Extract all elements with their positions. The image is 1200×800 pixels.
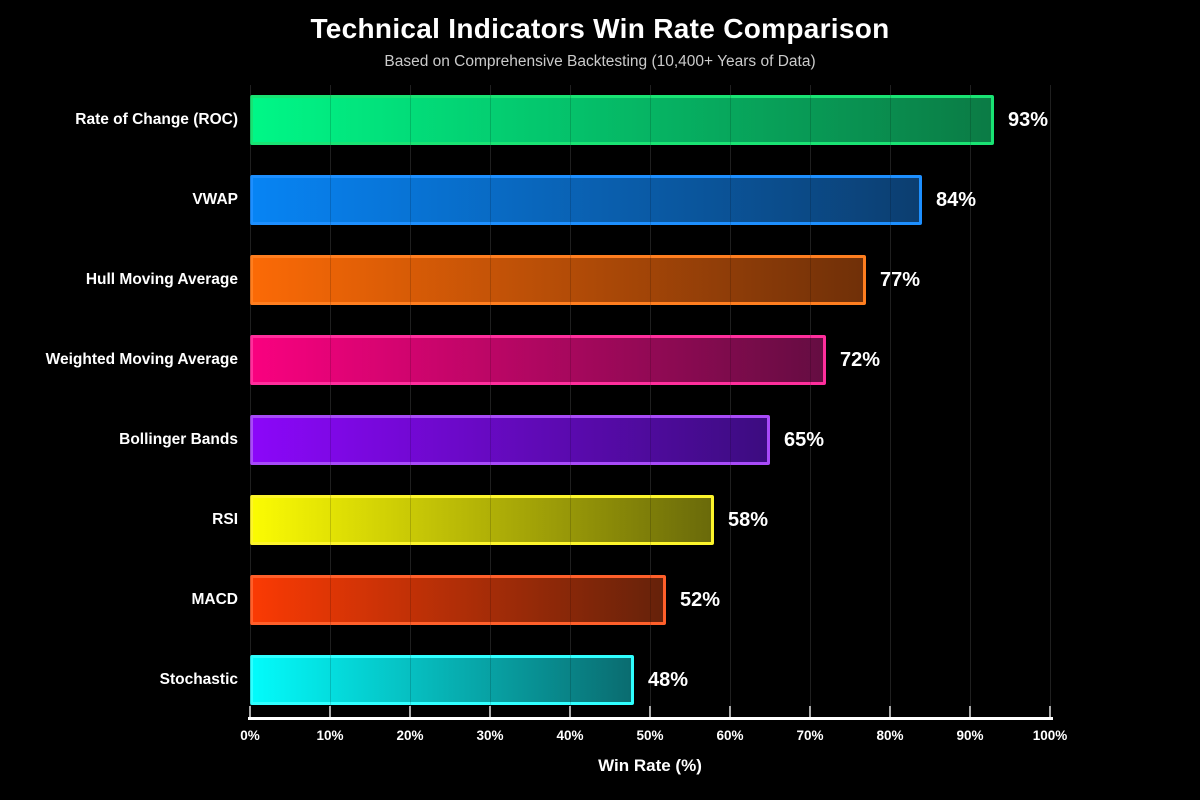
gridline-shade bbox=[330, 85, 331, 718]
gridline-shade bbox=[250, 85, 251, 718]
gridline-shade bbox=[730, 85, 731, 718]
gridline bbox=[730, 85, 731, 718]
category-label: Rate of Change (ROC) bbox=[75, 111, 238, 128]
value-label: 52% bbox=[680, 589, 721, 611]
x-tick-label: 60% bbox=[716, 728, 744, 743]
tick-mark bbox=[1049, 706, 1051, 718]
gridline-shade bbox=[650, 85, 651, 718]
gridline-shade bbox=[490, 85, 491, 718]
bar bbox=[250, 255, 866, 305]
bar bbox=[250, 335, 826, 385]
x-tick-label: 80% bbox=[876, 728, 904, 743]
bar bbox=[250, 655, 634, 705]
gridline-shade bbox=[570, 85, 571, 718]
x-tick-label: 100% bbox=[1032, 728, 1068, 743]
category-label: Hull Moving Average bbox=[85, 271, 238, 288]
chart-title: Technical Indicators Win Rate Comparison bbox=[310, 13, 890, 44]
bar bbox=[250, 575, 666, 625]
value-label: 77% bbox=[880, 269, 921, 291]
bar bbox=[250, 495, 714, 545]
gridline bbox=[490, 85, 491, 718]
gridline bbox=[410, 85, 411, 718]
gridline bbox=[250, 85, 251, 718]
bar bbox=[250, 415, 770, 465]
tick-mark bbox=[809, 706, 811, 718]
tick-mark bbox=[569, 706, 571, 718]
tick-mark bbox=[329, 706, 331, 718]
gridline bbox=[570, 85, 571, 718]
x-axis-line bbox=[248, 717, 1053, 720]
gridline-shade bbox=[1050, 85, 1051, 718]
x-tick-label: 70% bbox=[796, 728, 824, 743]
value-label: 93% bbox=[1008, 109, 1049, 131]
x-tick-label: 0% bbox=[240, 728, 260, 743]
x-tick-label: 20% bbox=[396, 728, 424, 743]
x-tick-label: 40% bbox=[556, 728, 584, 743]
gridline-shade bbox=[970, 85, 971, 718]
gridline bbox=[810, 85, 811, 718]
x-tick-label: 50% bbox=[636, 728, 664, 743]
value-label: 65% bbox=[784, 429, 825, 451]
category-label: Weighted Moving Average bbox=[45, 351, 238, 368]
tick-mark bbox=[969, 706, 971, 718]
category-label: VWAP bbox=[192, 191, 238, 208]
category-label: RSI bbox=[212, 511, 238, 528]
category-label: Bollinger Bands bbox=[119, 431, 238, 448]
value-label: 84% bbox=[936, 189, 977, 211]
x-tick-label: 30% bbox=[476, 728, 504, 743]
value-label: 72% bbox=[840, 349, 881, 371]
gridline bbox=[650, 85, 651, 718]
bar bbox=[250, 175, 922, 225]
x-tick-label: 10% bbox=[316, 728, 344, 743]
x-tick-label: 90% bbox=[956, 728, 984, 743]
gridline bbox=[1050, 85, 1051, 718]
value-label: 48% bbox=[648, 669, 689, 691]
gridline bbox=[970, 85, 971, 718]
gridline-shade bbox=[410, 85, 411, 718]
chart-subtitle: Based on Comprehensive Backtesting (10,4… bbox=[384, 53, 816, 70]
tick-mark bbox=[409, 706, 411, 718]
value-label: 58% bbox=[728, 509, 769, 531]
gridline bbox=[890, 85, 891, 718]
tick-mark bbox=[729, 706, 731, 718]
bar bbox=[250, 95, 994, 145]
category-label: MACD bbox=[191, 591, 239, 608]
tick-mark bbox=[489, 706, 491, 718]
tick-mark bbox=[889, 706, 891, 718]
gridline-shade bbox=[890, 85, 891, 718]
plot-area bbox=[248, 85, 1053, 720]
tick-mark bbox=[249, 706, 251, 718]
category-label: Stochastic bbox=[159, 671, 238, 688]
gridline bbox=[330, 85, 331, 718]
x-axis-title: Win Rate (%) bbox=[598, 756, 702, 775]
tick-mark bbox=[649, 706, 651, 718]
gridline-shade bbox=[810, 85, 811, 718]
